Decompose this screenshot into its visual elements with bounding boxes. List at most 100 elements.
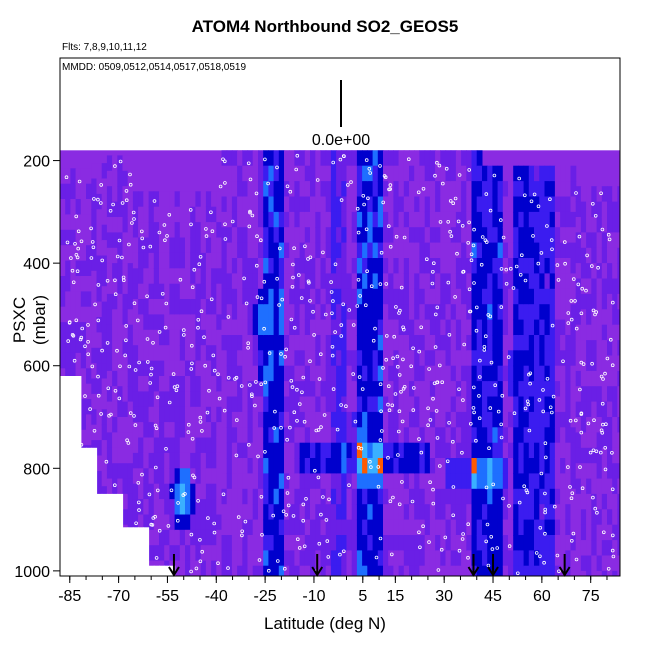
heatmap-cell (106, 370, 113, 387)
heatmap-cell (383, 242, 389, 259)
heatmap-cell (336, 211, 342, 228)
heatmap-cell (216, 345, 223, 362)
heatmap-cell (539, 242, 546, 259)
heatmap-cell (393, 335, 400, 351)
heatmap-cell (268, 550, 275, 567)
heatmap-cell (393, 350, 400, 367)
heatmap-cell (247, 304, 254, 321)
heatmap-cell (315, 181, 322, 198)
heatmap-cell (315, 488, 322, 505)
heatmap-cell (179, 360, 186, 377)
heatmap-cell (65, 199, 71, 215)
heatmap-cell (565, 535, 572, 551)
heatmap-cell (122, 309, 129, 326)
heatmap-cell (237, 350, 243, 367)
heatmap-cell (539, 335, 546, 351)
sample-point (539, 251, 544, 255)
heatmap-cell (278, 258, 285, 274)
sample-point (431, 487, 435, 492)
heatmap-cell (252, 550, 259, 567)
heatmap-cell (252, 442, 259, 459)
empty-region (80, 447, 87, 576)
heatmap-cell (164, 391, 170, 408)
heatmap-cell (367, 350, 374, 367)
heatmap-cell (112, 293, 118, 310)
heatmap-cell (419, 258, 426, 274)
heatmap-cell (560, 396, 566, 413)
heatmap-cell (544, 304, 551, 321)
heatmap-cell (143, 483, 150, 500)
heatmap-cell (159, 360, 165, 377)
heatmap-cell (278, 411, 285, 428)
sample-point (292, 410, 297, 415)
heatmap-cell (159, 529, 165, 546)
sample-point (437, 363, 442, 368)
heatmap-cell (403, 150, 410, 167)
heatmap-cell (60, 229, 66, 246)
heatmap-cell (122, 263, 129, 280)
heatmap-cell (65, 245, 71, 262)
sample-point (226, 375, 231, 380)
heatmap-cell (492, 350, 499, 367)
heatmap-cell (200, 468, 207, 485)
heatmap-cell (367, 473, 374, 490)
sample-point (284, 347, 289, 352)
heatmap-cell (461, 196, 467, 213)
heatmap-cell (330, 273, 337, 290)
heatmap-cell (554, 211, 561, 228)
heatmap-cell (466, 411, 473, 428)
heatmap-cell (195, 222, 202, 239)
heatmap-cell (539, 288, 546, 305)
sample-point (113, 278, 117, 283)
heatmap-cell (466, 396, 473, 413)
heatmap-cell (346, 335, 353, 351)
sample-point (123, 353, 127, 358)
heatmap-cell (159, 499, 165, 516)
heatmap-cell (310, 288, 316, 305)
heatmap-cell (226, 427, 233, 444)
heatmap-cell (518, 442, 525, 459)
heatmap-cell (159, 483, 165, 500)
heatmap-cell (190, 314, 196, 331)
heatmap-cell (310, 258, 316, 274)
heatmap-cell (179, 468, 186, 485)
heatmap-cell (185, 499, 191, 516)
heatmap-cell (185, 268, 191, 285)
heatmap-cell (169, 237, 176, 254)
heatmap-cell (273, 227, 280, 244)
sample-point (71, 280, 76, 285)
heatmap-cell (237, 304, 243, 321)
heatmap-cell (247, 550, 254, 567)
heatmap-cell (226, 196, 233, 213)
sample-point (460, 224, 465, 228)
heatmap-cell (419, 442, 426, 459)
heatmap-cell (429, 258, 436, 274)
heatmap-cell (65, 322, 71, 339)
heatmap-cell (362, 181, 368, 198)
heatmap-cell (377, 411, 384, 428)
sample-point (569, 317, 574, 322)
heatmap-cell (455, 535, 462, 551)
heatmap-cell (122, 417, 129, 433)
heatmap-cell (91, 347, 98, 364)
heatmap-cell (450, 535, 457, 551)
empty-region (86, 447, 92, 576)
heatmap-cell (231, 381, 238, 398)
sample-point (157, 230, 162, 235)
heatmap-cell (539, 473, 546, 490)
heatmap-cell (148, 529, 155, 546)
heatmap-cell (127, 509, 134, 526)
heatmap-cell (476, 150, 483, 167)
sample-point (417, 349, 422, 354)
heatmap-cell (268, 427, 275, 444)
heatmap-cell (539, 165, 546, 182)
heatmap-cell (195, 545, 202, 562)
heatmap-cell (252, 335, 259, 351)
sample-point (171, 372, 176, 376)
heatmap-cell (242, 350, 249, 367)
heatmap-cell (372, 504, 379, 521)
sample-point (212, 368, 217, 373)
heatmap-cell (450, 504, 457, 521)
heatmap-cell (383, 335, 389, 351)
heatmap-cell (362, 458, 368, 474)
